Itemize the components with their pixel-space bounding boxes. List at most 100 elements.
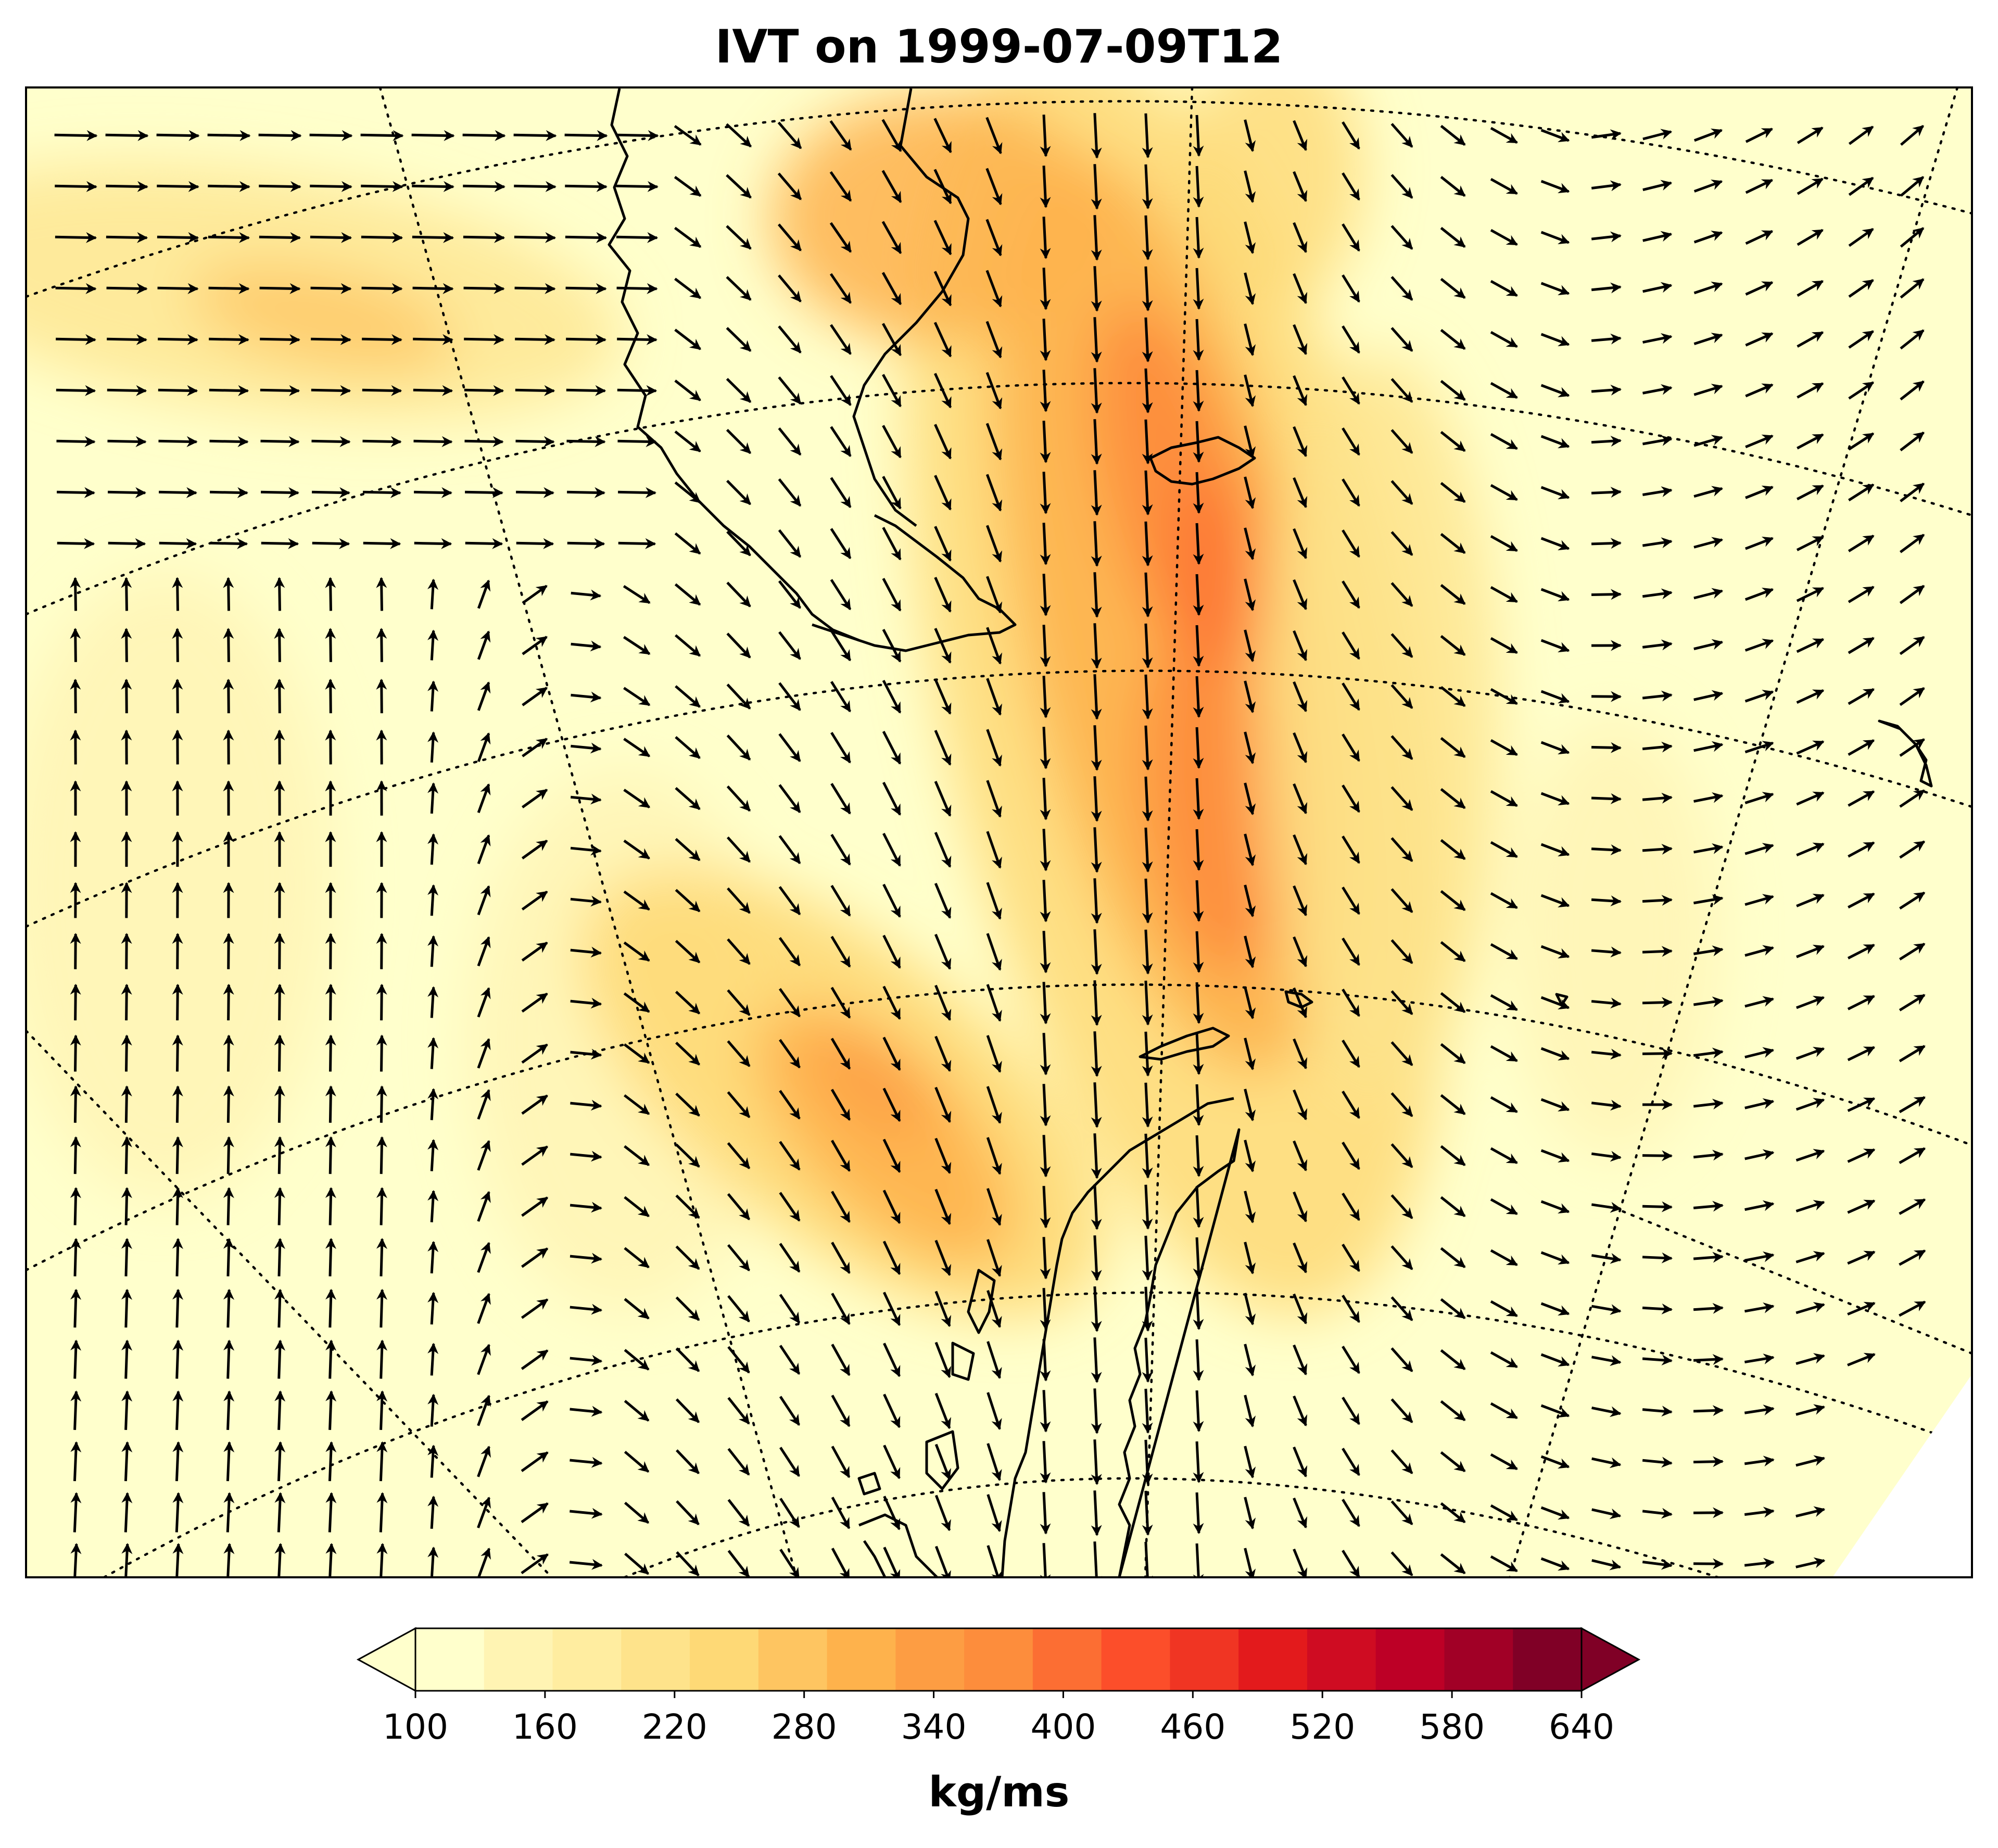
ivt-vector-arrow — [1142, 725, 1153, 771]
ivt-vector-arrow — [70, 1390, 82, 1430]
ivt-vector-arrow — [1591, 1150, 1622, 1162]
ivt-vector-arrow — [1091, 1286, 1102, 1332]
ivt-vector-arrow — [1744, 792, 1774, 804]
ivt-vector-arrow — [1795, 1149, 1825, 1162]
ivt-vector-arrow — [427, 1546, 439, 1577]
ivt-vector-arrow — [778, 937, 801, 967]
ivt-vector-arrow — [1745, 434, 1774, 448]
ivt-vector-arrow — [1342, 529, 1360, 558]
ivt-vector-arrow — [259, 283, 301, 294]
ivt-vector-arrow — [1193, 472, 1204, 514]
ivt-vector-arrow — [412, 283, 454, 294]
ivt-vector-arrow — [1193, 676, 1204, 718]
colorbar-extend-high — [1580, 1627, 1641, 1692]
ivt-vector-arrow — [934, 730, 952, 766]
ivt-vector-arrow — [675, 634, 701, 657]
ivt-vector-arrow — [882, 934, 901, 969]
ivt-vector-arrow — [1440, 431, 1466, 452]
ivt-vector-arrow — [1142, 317, 1153, 363]
ivt-vector-arrow — [1193, 319, 1204, 361]
ivt-vector-arrow — [726, 174, 752, 199]
ivt-vector-arrow — [1848, 637, 1875, 654]
ivt-vector-arrow — [727, 1550, 750, 1577]
longitude-line — [1508, 87, 1959, 1577]
ivt-vector-arrow — [675, 838, 701, 862]
ivt-vector-arrow — [1745, 230, 1774, 245]
ivt-vector-arrow — [1540, 129, 1570, 143]
ivt-vector-arrow — [1390, 1194, 1413, 1219]
ivt-vector-arrow — [1540, 384, 1570, 398]
ivt-vector-arrow — [427, 986, 439, 1018]
ivt-vector-arrow — [1293, 1191, 1308, 1223]
ivt-vector-arrow — [831, 1548, 850, 1577]
ivt-vector-arrow — [325, 1085, 336, 1123]
ivt-vector-arrow — [1900, 329, 1925, 350]
ivt-vector-arrow — [985, 168, 1003, 206]
ivt-vector-arrow — [1591, 1406, 1622, 1417]
ivt-vector-arrow — [1440, 1247, 1466, 1269]
ivt-vector-arrow — [1293, 1089, 1308, 1121]
ivt-vector-arrow — [1490, 382, 1518, 399]
ivt-vector-arrow — [1040, 1492, 1051, 1535]
ivt-vector-arrow — [1193, 574, 1204, 616]
ivt-vector-arrow — [1342, 938, 1360, 966]
ivt-vector-arrow — [1848, 841, 1875, 858]
ivt-vector-arrow — [1591, 844, 1622, 855]
ivt-vector-arrow — [1440, 226, 1466, 248]
ivt-vector-arrow — [883, 1343, 901, 1377]
ivt-vector-arrow — [1540, 486, 1570, 500]
ivt-vector-arrow — [1342, 1550, 1360, 1577]
ivt-vector-arrow — [623, 636, 651, 655]
antarctic-mainland-coast — [857, 1472, 938, 1577]
ivt-vector-arrow — [1744, 1251, 1775, 1262]
ivt-vector-arrow — [1293, 477, 1308, 509]
ivt-vector-arrow — [570, 1150, 602, 1162]
ivt-vector-arrow — [360, 130, 404, 141]
ivt-vector-arrow — [1293, 936, 1308, 968]
colorbar-cell — [1238, 1628, 1308, 1691]
ivt-vector-arrow — [521, 941, 548, 962]
ivt-vector-arrow — [778, 835, 801, 865]
ivt-vector-arrow — [675, 889, 701, 913]
ivt-vector-arrow — [427, 629, 439, 661]
ivt-vector-arrow — [1342, 1397, 1360, 1425]
ivt-vector-arrow — [616, 283, 658, 294]
ivt-vector-arrow — [1440, 737, 1466, 758]
ivt-vector-arrow — [1293, 1548, 1308, 1577]
ivt-vector-arrow — [1744, 587, 1774, 601]
ivt-vector-arrow — [477, 1446, 491, 1477]
ivt-vector-arrow — [258, 130, 302, 141]
ivt-vector-arrow — [70, 1441, 82, 1482]
ivt-vector-arrow — [1244, 680, 1256, 714]
ivt-vector-arrow — [172, 577, 183, 611]
ivt-vector-arrow — [427, 1139, 439, 1171]
ivt-vector-arrow — [1091, 725, 1102, 771]
ivt-vector-arrow — [1440, 584, 1466, 605]
ivt-vector-arrow — [570, 793, 602, 805]
ivt-vector-arrow — [1142, 1082, 1153, 1128]
ivt-vector-arrow — [778, 325, 802, 353]
ivt-vector-arrow — [477, 681, 491, 711]
ivt-vector-arrow — [1342, 1346, 1360, 1374]
ivt-vector-arrow — [1040, 574, 1051, 616]
colorbar-extend-low — [356, 1627, 416, 1692]
ivt-vector-arrow — [1490, 280, 1518, 297]
ivt-vector-arrow — [56, 334, 96, 345]
ivt-vector-arrow — [274, 577, 285, 611]
ivt-vector-arrow — [934, 1035, 952, 1072]
ivt-vector-arrow — [1142, 929, 1153, 975]
ivt-vector-arrow — [675, 1042, 700, 1066]
ivt-vector-arrow — [1390, 1041, 1413, 1066]
south-america-east-coast — [852, 88, 970, 527]
ivt-vector-arrow — [1293, 222, 1308, 254]
ivt-vector-arrow — [726, 683, 751, 710]
ivt-vector-arrow — [1091, 266, 1102, 312]
ivt-vector-arrow — [1540, 1302, 1570, 1316]
ivt-vector-arrow — [727, 989, 751, 1016]
colorbar-unit-label: kg/ms — [929, 1768, 1070, 1816]
ivt-vector-arrow — [934, 1546, 951, 1577]
ivt-vector-arrow — [565, 181, 608, 192]
ivt-vector-arrow — [1591, 333, 1622, 345]
colorbar-cell — [1101, 1628, 1170, 1691]
ivt-vector-arrow — [675, 1296, 700, 1321]
